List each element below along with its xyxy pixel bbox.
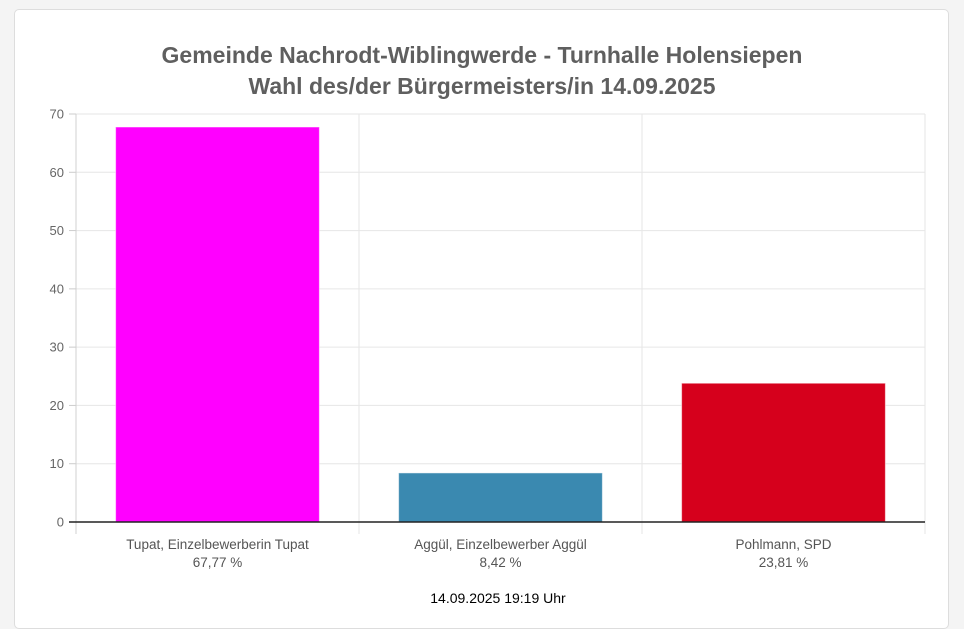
x-tick-label: Pohlmann, SPD [735,537,831,552]
y-tick-label: 40 [50,281,64,296]
x-tick-label: Tupat, Einzelbewerberin Tupat [126,537,309,552]
bar [398,472,603,523]
y-tick-label: 50 [50,223,64,238]
bar-chart: 0 10 20 30 40 50 60 70 Tupat, Einzelbewerberin T… [50,107,926,570]
y-tick-label: 10 [50,456,64,471]
data-label: 67,77 % [193,555,243,570]
x-tick-label: Aggül, Einzelbewerber Aggül [414,537,587,552]
y-tick-label: 30 [50,340,64,355]
timestamp-label: 14.09.2025 19:19 Uhr [430,590,566,606]
y-tick-label: 70 [50,107,64,122]
chart-title-line-1: Gemeinde Nachrodt-Wiblingwerde - Turnhal… [161,42,803,68]
y-tick-label: 20 [50,398,64,413]
data-label: 8,42 % [479,555,521,570]
data-label: 23,81 % [759,555,809,570]
chart-title: Gemeinde Nachrodt-Wiblingwerde - Turnhal… [0,40,964,102]
bar [115,126,320,523]
chart-title-line-2: Wahl des/der Bürgermeisters/in 14.09.202… [248,73,716,99]
bar [681,382,886,523]
y-tick-label: 0 [57,515,64,530]
y-tick-label: 60 [50,165,64,180]
